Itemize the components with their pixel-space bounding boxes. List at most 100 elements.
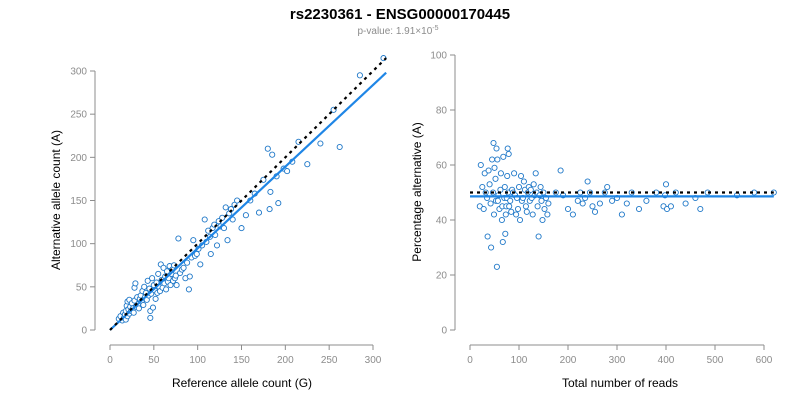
data-point bbox=[539, 216, 546, 224]
p-value-text: p-value: 1.91×10 bbox=[357, 26, 432, 37]
x-tick-label: 50 bbox=[148, 355, 160, 366]
data-point bbox=[149, 275, 156, 282]
data-point bbox=[497, 170, 504, 177]
data-point bbox=[697, 205, 704, 213]
x-tick-label: 100 bbox=[511, 355, 528, 366]
data-point bbox=[492, 175, 499, 182]
data-point bbox=[491, 164, 498, 171]
data-point bbox=[589, 203, 596, 210]
x-tick-label: 0 bbox=[467, 355, 473, 366]
x-axis-label: Reference allele count (G) bbox=[172, 376, 312, 390]
y-tick-label: 20 bbox=[436, 271, 448, 282]
y-tick-label: 300 bbox=[70, 67, 87, 78]
data-point bbox=[213, 242, 221, 249]
data-point bbox=[494, 197, 501, 204]
data-point bbox=[197, 261, 204, 268]
data-point bbox=[222, 204, 229, 211]
data-point bbox=[149, 304, 157, 311]
data-point bbox=[516, 216, 524, 224]
data-point bbox=[502, 211, 509, 218]
data-point bbox=[574, 197, 581, 204]
data-point bbox=[504, 172, 511, 180]
data-point bbox=[485, 167, 492, 174]
data-point bbox=[609, 197, 616, 204]
data-point bbox=[535, 233, 542, 240]
data-point bbox=[130, 309, 137, 316]
data-point bbox=[493, 145, 500, 152]
data-point bbox=[541, 205, 548, 213]
reference-line bbox=[109, 57, 387, 331]
data-point bbox=[489, 156, 496, 163]
data-point bbox=[564, 205, 572, 213]
data-point bbox=[537, 183, 544, 191]
x-tick-label: 100 bbox=[189, 355, 206, 366]
data-point bbox=[132, 280, 139, 287]
x-tick-label: 200 bbox=[560, 355, 577, 366]
data-point bbox=[505, 150, 512, 158]
data-point bbox=[532, 170, 539, 177]
data-point bbox=[220, 225, 228, 232]
data-point bbox=[515, 183, 523, 191]
data-point bbox=[534, 203, 541, 210]
data-point bbox=[304, 161, 311, 168]
data-point bbox=[662, 181, 670, 188]
x-tick-label: 500 bbox=[707, 355, 724, 366]
data-point bbox=[488, 244, 495, 251]
x-axis-label: Total number of reads bbox=[562, 376, 678, 390]
x-tick-label: 150 bbox=[233, 355, 250, 366]
x-tick-label: 0 bbox=[107, 355, 113, 366]
y-tick-label: 0 bbox=[81, 326, 87, 337]
data-point bbox=[180, 264, 187, 271]
data-point bbox=[490, 211, 498, 218]
data-point bbox=[523, 208, 530, 215]
y-axis-label: Percentage alternative (A) bbox=[410, 122, 424, 261]
x-tick-label: 300 bbox=[365, 355, 382, 366]
data-point bbox=[479, 183, 486, 191]
data-point bbox=[267, 188, 274, 195]
data-point bbox=[356, 72, 363, 79]
data-point bbox=[184, 259, 191, 266]
data-point bbox=[193, 250, 200, 258]
data-point bbox=[144, 277, 151, 284]
x-tick-label: 300 bbox=[609, 355, 626, 366]
data-point bbox=[529, 211, 536, 218]
data-point bbox=[173, 282, 180, 289]
data-point bbox=[502, 230, 509, 237]
data-point bbox=[493, 263, 500, 270]
data-point bbox=[506, 203, 513, 210]
data-point bbox=[175, 235, 182, 242]
data-point bbox=[538, 197, 545, 204]
data-point bbox=[530, 181, 537, 188]
data-point bbox=[201, 216, 208, 223]
data-point bbox=[141, 283, 148, 290]
y-axis-label: Alternative allele count (A) bbox=[49, 130, 63, 270]
data-point bbox=[186, 273, 193, 280]
data-point bbox=[507, 197, 514, 204]
data-point bbox=[591, 208, 599, 215]
data-point bbox=[484, 233, 491, 240]
data-point bbox=[635, 205, 643, 213]
data-point bbox=[579, 200, 586, 207]
y-tick-label: 50 bbox=[76, 282, 88, 293]
data-point bbox=[160, 264, 167, 271]
data-point bbox=[490, 139, 497, 147]
x-tick-label: 600 bbox=[756, 355, 773, 366]
y-tick-label: 100 bbox=[430, 51, 447, 62]
data-point bbox=[284, 168, 291, 175]
data-point bbox=[667, 203, 674, 210]
data-point bbox=[152, 295, 159, 302]
data-point bbox=[336, 143, 343, 151]
data-point bbox=[147, 314, 154, 321]
data-point bbox=[682, 200, 689, 207]
percentage-alternative-scatter-panel: 0 100 200 300 400 500 600 0 20 40 60 80 100 Total num… bbox=[410, 51, 777, 390]
data-point bbox=[508, 208, 515, 215]
data-point bbox=[255, 209, 263, 216]
y-tick-label: 0 bbox=[441, 326, 447, 337]
data-point bbox=[643, 197, 650, 204]
data-point bbox=[520, 178, 527, 185]
data-point bbox=[140, 301, 147, 309]
p-value-subtitle: p-value: 1.91×10-5 bbox=[357, 25, 438, 37]
y-tick-label: 200 bbox=[70, 153, 87, 164]
data-point bbox=[486, 181, 493, 188]
